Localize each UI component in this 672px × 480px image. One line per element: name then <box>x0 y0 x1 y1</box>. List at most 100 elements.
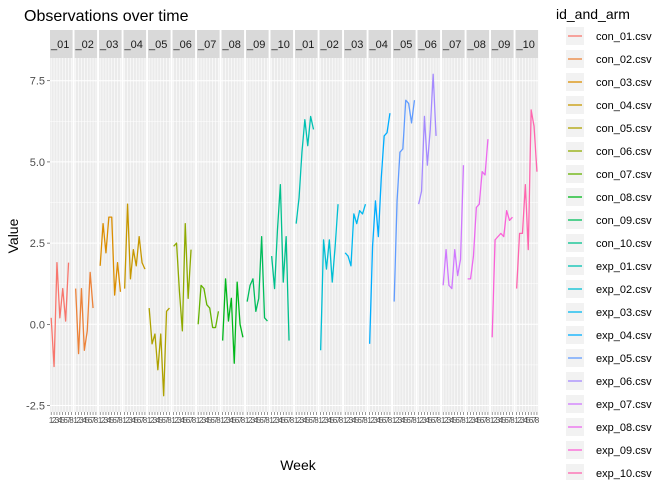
panel-background <box>148 58 171 412</box>
x-tick-label: 2 <box>346 416 351 425</box>
panel-background <box>74 58 98 412</box>
legend-label: con_01.csv <box>596 31 652 43</box>
x-tick-label: 6 <box>431 416 436 425</box>
x-tick-label: 5 <box>355 416 360 425</box>
x-tick-label: 3 <box>79 416 84 425</box>
x-tick-label: 2 <box>321 416 326 425</box>
panel-background <box>246 58 269 412</box>
x-tick-label: 6 <box>88 416 93 425</box>
x-tick-label: 7 <box>189 416 194 425</box>
x-tick-label: 2 <box>444 416 449 425</box>
panel-background <box>221 58 245 412</box>
x-tick-label: 3 <box>128 416 133 425</box>
x-tick-label: 3 <box>104 416 109 425</box>
x-tick-label: 5 <box>110 416 115 425</box>
legend-label: con_03.csv <box>596 77 652 89</box>
series-line <box>173 222 192 332</box>
legend-label: exp_10.csv <box>596 468 652 480</box>
x-tick-label: 2 <box>248 416 253 425</box>
series-line <box>246 235 268 322</box>
legend-label: con_05.csv <box>596 123 652 135</box>
x-tick-label: 6 <box>480 416 485 425</box>
x-tick-label: 5 <box>404 416 409 425</box>
series-line <box>442 165 465 290</box>
panel-background <box>99 58 122 412</box>
x-tick-label: 5 <box>502 416 507 425</box>
panel-background <box>393 58 416 412</box>
x-tick-label: 3 <box>422 416 427 425</box>
x-tick-label: 7 <box>532 416 537 425</box>
x-tick-label: 1 <box>367 416 372 425</box>
x-tick-label: 2 <box>419 416 424 425</box>
x-tick-label: 5 <box>453 416 458 425</box>
x-tick-label: 4 <box>180 416 185 425</box>
x-tick-label: 2 <box>223 416 228 425</box>
x-tick-label: 3 <box>202 416 207 425</box>
x-tick-label: 1 <box>318 416 323 425</box>
facet-strip-label: _10 <box>516 39 535 51</box>
x-tick-label: 4 <box>107 416 112 425</box>
x-tick-label: 6 <box>406 416 411 425</box>
x-tick-label: 4 <box>523 416 528 425</box>
x-tick-label: 5 <box>526 416 531 425</box>
x-tick-label: 6 <box>382 416 387 425</box>
x-tick-label: 1 <box>73 416 78 425</box>
x-tick-label: 8 <box>241 416 246 425</box>
series-line <box>467 139 489 280</box>
x-tick-label: 1 <box>269 416 274 425</box>
x-tick-label: 7 <box>311 416 316 425</box>
x-tick-label: 3 <box>398 416 403 425</box>
x-tick-label: 7 <box>115 416 120 425</box>
x-tick-label: 6 <box>259 416 264 425</box>
x-tick-label: 6 <box>210 416 215 425</box>
x-tick-label: 3 <box>275 416 280 425</box>
x-tick-label: 4 <box>131 416 136 425</box>
x-tick-label: 8 <box>510 416 515 425</box>
x-tick-label: 7 <box>140 416 145 425</box>
x-tick-label: 7 <box>238 416 243 425</box>
x-tick-label: 7 <box>164 416 169 425</box>
x-tick-label: 4 <box>474 416 479 425</box>
series-line <box>369 113 391 344</box>
facet-strip-label: _09 <box>246 39 265 51</box>
x-tick-label: 6 <box>186 416 191 425</box>
x-tick-label: 2 <box>468 416 473 425</box>
x-tick-label: 5 <box>330 416 335 425</box>
y-axis: -2.5 0.0 2.5 5.0 7.5 <box>26 76 50 413</box>
facet-strip <box>246 30 269 58</box>
x-tick-label: 3 <box>496 416 501 425</box>
x-tick-label: 4 <box>401 416 406 425</box>
x-tick-label: 8 <box>486 416 491 425</box>
facet-strip-label: _02 <box>75 39 94 51</box>
x-tick-label: 7 <box>434 416 439 425</box>
facet-strip <box>221 30 245 58</box>
x-tick-label: 1 <box>171 416 176 425</box>
x-tick-label: 1 <box>416 416 421 425</box>
x-tick-label: 2 <box>395 416 400 425</box>
x-tick-label: 6 <box>161 416 166 425</box>
panel-background <box>123 58 147 412</box>
facet-strip-label: _01 <box>50 39 69 51</box>
panel-background <box>197 58 220 412</box>
x-tick-label: 1 <box>490 416 495 425</box>
x-tick-label: 2 <box>493 416 498 425</box>
x-tick-label: 5 <box>61 416 66 425</box>
y-axis-title: Value <box>5 218 21 253</box>
legend-label: con_08.csv <box>596 192 652 204</box>
x-tick-label: 3 <box>447 416 452 425</box>
facet-strip <box>197 30 220 58</box>
x-tick-label: 2 <box>297 416 302 425</box>
x-tick-label: 3 <box>177 416 182 425</box>
legend-item: exp_04.csv <box>566 326 652 344</box>
x-tick-label: 7 <box>409 416 414 425</box>
x-tick-label: 5 <box>134 416 139 425</box>
x-tick-label: 4 <box>156 416 161 425</box>
x-tick-label: 8 <box>143 416 148 425</box>
x-tick-label: 8 <box>118 416 123 425</box>
